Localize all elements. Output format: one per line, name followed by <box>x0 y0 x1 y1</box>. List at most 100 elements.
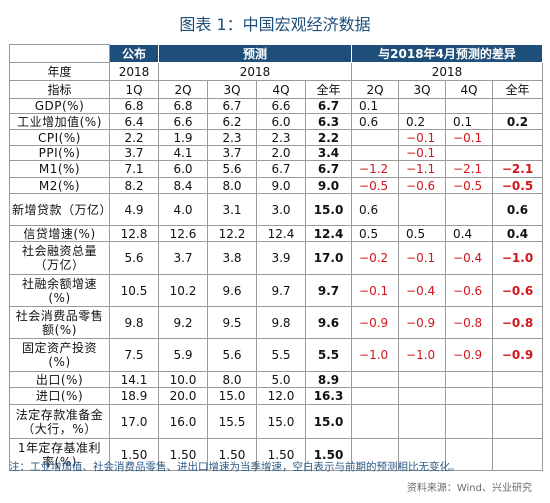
table-row: 新增贷款（万亿） 4.9 4.0 3.1 3.0 15.0 0.6 0.6 <box>9 193 544 226</box>
table-row: 社会消费品零售额(%) 9.8 9.2 9.5 9.8 9.6 −0.9 −0.9 −0.8 −0… <box>9 306 544 339</box>
difference-cell: 0.5 <box>351 225 400 242</box>
value-cell: 1.50 <box>109 438 159 471</box>
value-cell: 8.0 <box>207 371 257 388</box>
value-cell: 6.8 <box>158 98 208 114</box>
value-cell: 2.2 <box>109 129 159 146</box>
value-cell: 5.0 <box>256 371 306 388</box>
value-cell: 6.6 <box>256 98 306 114</box>
value-cell: 3.4 <box>304 145 353 161</box>
difference-cell <box>398 387 447 405</box>
value-cell: 12.0 <box>256 387 306 405</box>
value-cell: 6.2 <box>207 113 257 130</box>
difference-cell <box>445 371 494 388</box>
value-cell: 6.7 <box>207 98 257 114</box>
difference-cell <box>445 193 494 226</box>
value-cell: 12.6 <box>158 225 208 242</box>
row-label: M1(%) <box>9 160 110 178</box>
difference-cell <box>351 129 400 146</box>
row-label: 法定存款准备金（大行，%） <box>9 404 110 439</box>
footnote: 注：工业增加值、社会消费品零售、进出口增速为当季增速，空白表示与前期的预测相比无… <box>9 461 461 473</box>
value-cell: 9.0 <box>304 177 353 194</box>
difference-cell: −0.9 <box>351 306 400 339</box>
value-cell: 5.6 <box>207 338 257 372</box>
value-cell: 12.8 <box>109 225 159 242</box>
row-label: 出口(%) <box>9 371 110 388</box>
difference-cell <box>445 404 494 439</box>
value-cell: 4.0 <box>158 193 208 226</box>
value-cell: 9.6 <box>304 306 353 339</box>
difference-cell: −1.0 <box>398 338 447 372</box>
difference-cell <box>398 193 447 226</box>
difference-cell: −1.0 <box>351 338 400 372</box>
difference-cell: −2.1 <box>492 160 544 178</box>
table-row: GDP(%) 6.8 6.8 6.7 6.6 6.7 0.1 <box>9 98 544 114</box>
value-cell: 15.0 <box>256 404 306 439</box>
difference-cell: −0.1 <box>398 241 447 275</box>
difference-cell: 0.6 <box>351 113 400 130</box>
difference-cell: 0.2 <box>492 113 544 130</box>
value-cell: 3.9 <box>256 241 306 275</box>
table-row: 工业增加值(%) 6.4 6.6 6.2 6.0 6.3 0.6 0.2 0.1 0.2 <box>9 113 544 130</box>
difference-cell <box>492 438 544 471</box>
value-cell: 8.4 <box>158 177 208 194</box>
table-row: 社融余额增速(%) 10.5 10.2 9.6 9.7 9.7 −0.1 −0.4 −0.6 −0… <box>9 274 544 307</box>
table-row: 社会融资总量（万亿） 5.6 3.7 3.8 3.9 17.0 −0.2 −0.1 −0.4 −1… <box>9 241 544 275</box>
value-cell: 2.2 <box>304 129 353 146</box>
difference-cell: 0.5 <box>398 225 447 242</box>
sub-label: 2Q <box>158 80 208 99</box>
row-label: 社会融资总量（万亿） <box>9 241 110 275</box>
sub-label: 2Q <box>351 80 400 99</box>
row-label: PPI(%) <box>9 145 110 161</box>
group-header-row: 公布 预测 与2018年4月预测的差异 <box>9 44 544 63</box>
value-cell: 17.0 <box>109 404 159 439</box>
source-note: 资料来源：Wind、兴业研究 <box>406 483 532 494</box>
value-cell: 6.3 <box>304 113 353 130</box>
sub-label: 4Q <box>256 80 306 99</box>
table-row: M2(%) 8.2 8.4 8.0 9.0 9.0 −0.5 −0.6 −0.5 −0.5 <box>9 177 544 194</box>
value-cell: 9.8 <box>109 306 159 339</box>
table-row: 1年定存基准利率(%) 1.50 1.50 1.50 1.50 1.50 <box>9 438 544 471</box>
difference-cell: −0.9 <box>398 306 447 339</box>
difference-cell <box>445 145 494 161</box>
value-cell: 9.7 <box>256 274 306 307</box>
value-cell: 5.6 <box>207 160 257 178</box>
value-cell: 10.0 <box>158 371 208 388</box>
value-cell: 6.8 <box>109 98 159 114</box>
value-cell: 12.2 <box>207 225 257 242</box>
difference-cell: −2.1 <box>445 160 494 178</box>
difference-cell: −0.2 <box>351 241 400 275</box>
difference-cell <box>492 371 544 388</box>
sub-label: 3Q <box>398 80 447 99</box>
row-label: 信贷增速(%) <box>9 225 110 242</box>
macro-data-table: 公布 预测 与2018年4月预测的差异 年度 2018 2018 2018 指标… <box>9 44 544 471</box>
difference-cell: 0.4 <box>492 225 544 242</box>
value-cell: 16.3 <box>304 387 353 405</box>
value-cell: 5.5 <box>304 338 353 372</box>
value-cell: 3.7 <box>207 145 257 161</box>
value-cell: 8.0 <box>207 177 257 194</box>
difference-cell: −0.6 <box>445 274 494 307</box>
table-row: 固定资产投资(%) 7.5 5.9 5.6 5.5 5.5 −1.0 −1.0 −0.9 −0.9 <box>9 338 544 372</box>
table-row: 信贷增速(%) 12.8 12.6 12.2 12.4 12.4 0.5 0.5 0.4 0.4 <box>9 225 544 242</box>
difference-cell: −0.4 <box>398 274 447 307</box>
value-cell: 6.6 <box>158 113 208 130</box>
sub-label: 全年 <box>492 80 544 99</box>
table-row: 进口(%) 18.9 20.0 15.0 12.0 16.3 <box>9 387 544 405</box>
difference-cell <box>445 387 494 405</box>
difference-cell <box>492 404 544 439</box>
value-cell: 17.0 <box>304 241 353 275</box>
value-cell: 6.7 <box>304 160 353 178</box>
value-cell: 3.1 <box>207 193 257 226</box>
table-row: CPI(%) 2.2 1.9 2.3 2.3 2.2 −0.1 −0.1 <box>9 129 544 146</box>
value-cell: 4.1 <box>158 145 208 161</box>
difference-cell: −0.1 <box>398 129 447 146</box>
difference-cell: −1.1 <box>398 160 447 178</box>
difference-cell <box>398 404 447 439</box>
table-row: PPI(%) 3.7 4.1 3.7 2.0 3.4 −0.1 <box>9 145 544 161</box>
row-label: CPI(%) <box>9 129 110 146</box>
value-cell: 2.3 <box>256 129 306 146</box>
value-cell: 7.1 <box>109 160 159 178</box>
sub-label: 1Q <box>109 80 159 99</box>
value-cell: 1.50 <box>158 438 208 471</box>
row-label: 社会消费品零售额(%) <box>9 306 110 339</box>
